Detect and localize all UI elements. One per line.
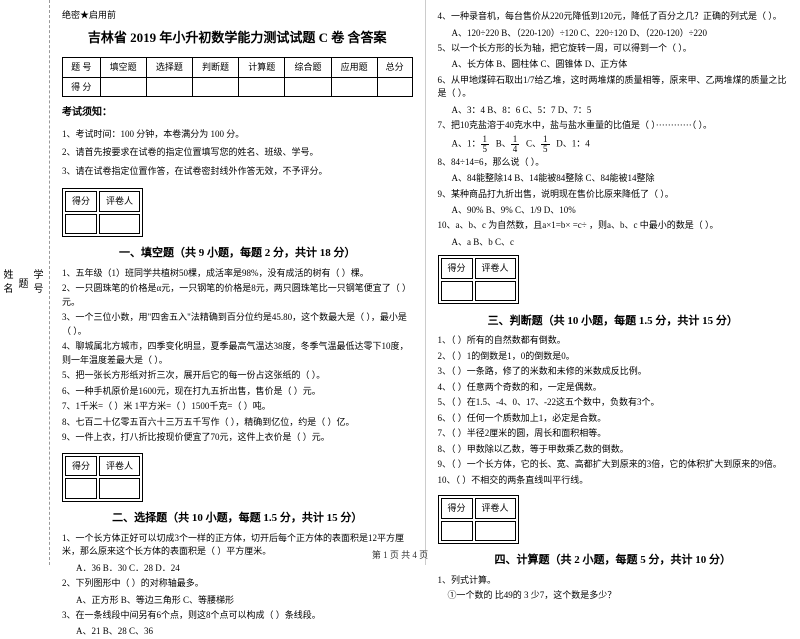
opts: A、84能整除14 B、14能被84整除 C、84能被14整除 — [452, 171, 789, 185]
td — [331, 77, 377, 96]
notice-heading: 考试须知： — [62, 105, 413, 121]
section2-title: 二、选择题（共 10 小题，每题 1.5 分，共计 15 分） — [62, 510, 413, 528]
score-label: 得分 — [65, 191, 97, 211]
q: 10、（ ）不相交的两条直线叫平行线。 — [438, 474, 789, 488]
opt: B、 — [496, 138, 511, 148]
opt: C、 — [526, 138, 541, 148]
opts: A、1：15 B、14 C、15 D、1：4 — [452, 135, 789, 154]
notice-item: 1、考试时间：100 分钟，本卷满分为 100 分。 — [62, 127, 413, 141]
q: 9、一件上衣，打八折比按现价便宜了70元，这件上衣价是（ ）元。 — [62, 431, 413, 445]
side-label-xuehao: 学号 — [29, 269, 44, 297]
page-footer: 第 1 页 共 4 页 — [0, 548, 800, 561]
q: 4、一种录音机，每台售价从220元降低到120元，降低了百分之几？正确的列式是（… — [438, 10, 789, 24]
q: 8、（ ）甲数除以乙数，等于甲数乘乙数的倒数。 — [438, 443, 789, 457]
q: 5、（ ）在1.5、-4、0、17、-22这五个数中，负数有3个。 — [438, 396, 789, 410]
score-table: 题 号 填空题 选择题 判断题 计算题 综合题 应用题 总分 得 分 — [62, 57, 413, 97]
td — [239, 77, 285, 96]
q: 8、84÷14=6，那么说（ ）。 — [438, 156, 789, 170]
q: 2、下列图形中（ ）的对称轴最多。 — [62, 577, 413, 591]
q: 6、从甲地煤碎石取出1/7给乙堆，这时两堆煤的质量相等，原来甲、乙两堆煤的质量之… — [438, 74, 789, 101]
th: 题 号 — [63, 58, 101, 77]
th: 应用题 — [331, 58, 377, 77]
q: 8、七百二十亿零五百六十三万五千写作（ ），精确到亿位，约是（ ）亿。 — [62, 416, 413, 430]
td: 得 分 — [63, 77, 101, 96]
opts: A、90% B、9% C、1/9 D、10% — [452, 203, 789, 217]
score-label: 得分 — [441, 498, 473, 518]
opts: A、a B、b C、c — [452, 235, 789, 249]
notice-item: 2、请首先按要求在试卷的指定位置填写您的姓名、班级、学号。 — [62, 145, 413, 159]
reviewer-label: 评卷人 — [475, 258, 516, 278]
exam-title: 吉林省 2019 年小升初数学能力测试试题 C 卷 含答案 — [62, 28, 413, 49]
q: 1、五年级（1）班同学共植树50棵，成活率是98%，没有成活的树有（ ）棵。 — [62, 267, 413, 281]
reviewer-label: 评卷人 — [99, 456, 140, 476]
q: 3、（ ）一条路，修了的米数和未修的米数成反比例。 — [438, 365, 789, 379]
q: 6、（ ）任何一个质数加上1，必定是合数。 — [438, 412, 789, 426]
left-column: 绝密★启用前 吉林省 2019 年小升初数学能力测试试题 C 卷 含答案 题 号… — [50, 0, 426, 565]
q: 1、列式计算。 — [438, 574, 789, 588]
q: 4、（ ）任意两个奇数的和，一定是偶数。 — [438, 381, 789, 395]
th: 总分 — [377, 58, 412, 77]
score-label: 得分 — [65, 456, 97, 476]
q: 6、一种手机原价是1600元，现在打九五折出售，售价是（ ）元。 — [62, 385, 413, 399]
scorer-box: 得分评卷人 — [438, 495, 519, 544]
reviewer-label: 评卷人 — [99, 191, 140, 211]
td — [285, 77, 331, 96]
scorer-box: 得分评卷人 — [438, 255, 519, 304]
th: 判断题 — [192, 58, 238, 77]
q: 7、（ ）半径2厘米的圆，周长和面积相等。 — [438, 427, 789, 441]
q: 10、a、b、c 为自然数，且a×1=b× =c÷ ，则a、b、c 中最小的数是… — [438, 219, 789, 233]
th: 计算题 — [239, 58, 285, 77]
opt: D、1：4 — [556, 138, 590, 148]
secret-line: 绝密★启用前 — [62, 8, 413, 22]
q: 2、一只圆珠笔的价格是α元，一只钢笔的价格是8元，两只圆珠笔比一只钢笔便宜了（ … — [62, 282, 413, 309]
notice-item: 3、请在试卷指定位置作答，在试卷密封线外作答无效，不予评分。 — [62, 164, 413, 178]
scorer-box: 得分评卷人 — [62, 453, 143, 502]
right-column: 4、一种录音机，每台售价从220元降低到120元，降低了百分之几？正确的列式是（… — [426, 0, 800, 565]
opts: A．36 B．30 C．28 D．24 — [76, 561, 413, 575]
content-columns: 绝密★启用前 吉林省 2019 年小升初数学能力测试试题 C 卷 含答案 题 号… — [50, 0, 800, 565]
section1-title: 一、填空题（共 9 小题，每题 2 分，共计 18 分） — [62, 245, 413, 263]
q: 3、一个三位小数，用"四舍五入"法精确到百分位约是45.80，这个数最大是（ ）… — [62, 311, 413, 338]
q: 2、（ ）1的倒数是1，0的倒数是0。 — [438, 350, 789, 364]
td — [100, 77, 146, 96]
th: 填空题 — [100, 58, 146, 77]
opts: A、120÷220 B、（220-120）÷120 C、220÷120 D、（2… — [452, 26, 789, 40]
th: 选择题 — [146, 58, 192, 77]
q: ①一个数的 比49的 3 少7，这个数是多少？ — [448, 589, 789, 603]
q: 9、（ ）一个长方体，它的长、宽、高都扩大到原来的3倍，它的体积扩大到原来的9倍… — [438, 458, 789, 472]
opts: A、正方形 B、等边三角形 C、等腰梯形 — [76, 593, 413, 607]
q: 1、（ ）所有的自然数都有倒数。 — [438, 334, 789, 348]
fraction: 15 — [541, 135, 550, 154]
fraction: 15 — [481, 135, 490, 154]
fraction: 14 — [511, 135, 520, 154]
th: 综合题 — [285, 58, 331, 77]
section3-title: 三、判断题（共 10 小题，每题 1.5 分，共计 15 分） — [438, 313, 789, 331]
q: 7、把10克盐溶于40克水中，盐与盐水重量的比值是（ ）············… — [438, 119, 789, 133]
td — [192, 77, 238, 96]
side-label-xingming: 姓名 — [0, 269, 14, 297]
score-label: 得分 — [441, 258, 473, 278]
td — [146, 77, 192, 96]
q: 9、某种商品打九折出售，说明现在售价比原来降低了（ ）。 — [438, 188, 789, 202]
reviewer-label: 评卷人 — [475, 498, 516, 518]
q: 7、1千米=（ ）米 1平方米=（ ）1500千克=（ ）吨。 — [62, 400, 413, 414]
td — [377, 77, 412, 96]
binding-sidebar: 学号 题 姓名 密 班级 本 内 学校 线 封 乡镇(街道) — [0, 0, 50, 565]
scorer-box: 得分评卷人 — [62, 188, 143, 237]
seal-char: 题 — [14, 278, 29, 288]
q: 5、以一个长方形的长为轴，把它旋转一周，可以得到一个（ ）。 — [438, 42, 789, 56]
opts: A、21 B、28 C、36 — [76, 624, 413, 638]
opts: A、长方体 B、圆柱体 C、圆锥体 D、正方体 — [452, 57, 789, 71]
q: 4、聊城属北方城市，四季变化明显，夏季最高气温达38度，冬季气温最低达零下10度… — [62, 340, 413, 367]
q: 3、在一条线段中间另有6个点，则这8个点可以构成（ ）条线段。 — [62, 609, 413, 623]
q: 5、把一张长方形纸对折三次，展开后它的每一份占这张纸的（ ）。 — [62, 369, 413, 383]
opt: A、1： — [452, 138, 481, 148]
opts: A、3：4 B、8：6 C、5：7 D、7：5 — [452, 103, 789, 117]
